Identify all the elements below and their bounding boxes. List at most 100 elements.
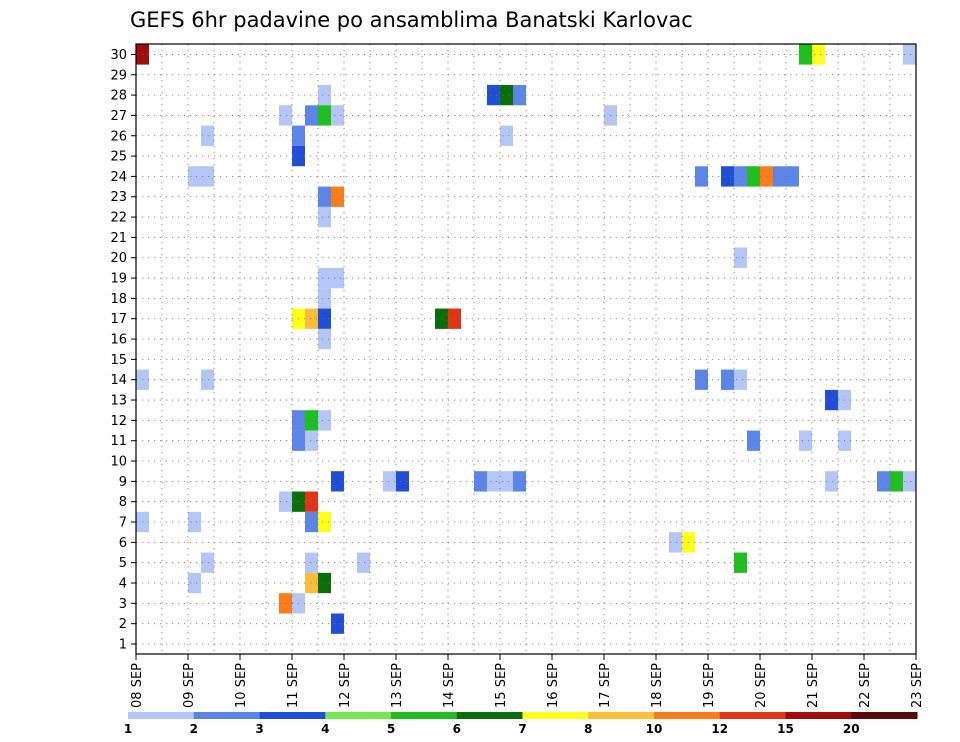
legend-swatch: [522, 712, 589, 719]
heatmap-cell: [721, 369, 734, 390]
heatmap-cell: [877, 471, 890, 492]
legend-label: 5: [387, 722, 395, 736]
heatmap-cell: [318, 511, 331, 533]
heatmap-cell: [695, 166, 708, 187]
y-tick-label: 20: [110, 251, 127, 266]
heatmap-cell: [201, 166, 214, 187]
y-tick-label: 6: [119, 536, 127, 551]
x-tick-label: 11 SEP: [286, 663, 301, 708]
x-tick-label: 15 SEP: [494, 663, 509, 708]
heatmap-cell: [305, 105, 318, 126]
legend-label: 4: [321, 722, 329, 736]
heatmap-cells: [136, 44, 916, 634]
x-tick-label: 09 SEP: [182, 663, 197, 708]
legend-label: 1: [124, 722, 132, 736]
legend-label: 12: [711, 722, 728, 736]
x-tick-label: 18 SEP: [650, 663, 665, 708]
heatmap-cell: [747, 166, 760, 187]
heatmap-cell: [305, 511, 318, 533]
y-tick-label: 16: [110, 333, 127, 348]
heatmap-cell: [812, 44, 825, 65]
heatmap-cell: [734, 552, 747, 573]
heatmap-cell: [734, 247, 747, 268]
heatmap-cell: [188, 166, 201, 187]
heatmap-cell: [331, 105, 344, 126]
heatmap-cell: [331, 186, 344, 207]
legend-label: 8: [584, 722, 592, 736]
heatmap-cell: [318, 84, 331, 106]
y-tick-label: 11: [110, 434, 127, 449]
heatmap-cell: [305, 491, 318, 512]
heatmap-cell: [747, 430, 760, 451]
x-tick-label: 17 SEP: [598, 663, 613, 708]
heatmap-cell: [201, 125, 214, 146]
color-legend: 1 2 3 4 5 6 7 8 10 12 15 20: [124, 712, 918, 736]
legend-label: 3: [255, 722, 263, 736]
heatmap-cell: [903, 471, 916, 492]
legend-label: 20: [843, 722, 860, 736]
y-tick-label: 3: [119, 597, 127, 612]
heatmap-cell: [331, 471, 344, 492]
heatmap-cell: [331, 267, 344, 289]
heatmap-cell: [500, 125, 513, 146]
legend-swatch: [325, 712, 392, 719]
legend-swatch: [128, 712, 195, 719]
y-tick-label: 4: [119, 577, 127, 592]
chart-title: GEFS 6hr padavine po ansamblima Banatski…: [130, 8, 693, 32]
x-axis: 08 SEP 09 SEP 10 SEP 11 SEP 12 SEP 13 SEP 14 S…: [130, 654, 925, 708]
heatmap-cell: [903, 44, 916, 65]
legend-label: 10: [646, 722, 663, 736]
legend-label: 7: [518, 722, 526, 736]
heatmap-cell: [786, 166, 799, 187]
heatmap-cell: [474, 471, 487, 492]
y-tick-label: 5: [119, 556, 127, 571]
legend-swatch: [654, 712, 721, 719]
x-tick-label: 12 SEP: [338, 663, 353, 708]
heatmap-cell: [305, 552, 318, 573]
heatmap-cell: [188, 572, 201, 594]
heatmap-cell: [383, 471, 396, 492]
legend-swatch: [391, 712, 458, 719]
heatmap-cell: [487, 471, 500, 492]
legend-swatch: [456, 712, 523, 719]
heatmap-cell: [357, 552, 370, 573]
legend-swatch: [851, 712, 918, 719]
y-tick-label: 8: [119, 495, 127, 510]
heatmap-cell: [305, 572, 318, 594]
y-tick-label: 29: [110, 68, 127, 83]
y-tick-label: 17: [110, 312, 127, 327]
heatmap-cell: [279, 105, 292, 126]
y-tick-label: 13: [110, 394, 127, 409]
legend-swatch: [588, 712, 655, 719]
y-tick-label: 21: [110, 231, 127, 246]
legend-swatch: [785, 712, 852, 719]
heatmap-cell: [799, 44, 812, 65]
y-tick-label: 1: [119, 638, 127, 653]
heatmap-cell: [318, 328, 331, 350]
y-tick-label: 30: [110, 48, 127, 63]
heatmap-cell: [513, 84, 526, 106]
heatmap-cell: [318, 572, 331, 594]
grid-lines: [136, 44, 916, 654]
heatmap-cell: [500, 471, 513, 492]
heatmap-cell: [825, 389, 838, 411]
heatmap-cell: [318, 288, 331, 309]
y-tick-label: 25: [110, 150, 127, 165]
y-tick-label: 22: [110, 211, 127, 226]
y-axis: 1234567891011121314151617181920212223242…: [110, 48, 136, 653]
heatmap-cell: [825, 471, 838, 492]
heatmap-cell: [513, 471, 526, 492]
x-tick-label: 23 SEP: [910, 663, 925, 708]
x-tick-label: 13 SEP: [390, 663, 405, 708]
heatmap-cell: [734, 369, 747, 390]
legend-swatch: [193, 712, 260, 719]
y-tick-label: 19: [110, 272, 127, 287]
heatmap-cell: [201, 552, 214, 573]
y-tick-label: 23: [110, 190, 127, 205]
heatmap-cell: [318, 410, 331, 431]
x-tick-label: 14 SEP: [442, 663, 457, 708]
y-tick-label: 9: [119, 475, 127, 490]
heatmap-cell: [279, 593, 292, 614]
heatmap-cell: [318, 308, 331, 329]
